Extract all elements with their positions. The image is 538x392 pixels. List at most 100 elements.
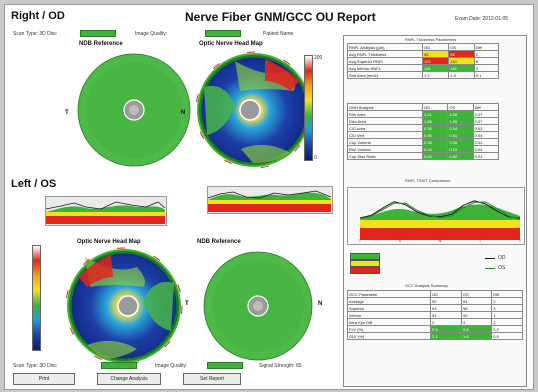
od-legend-label: OD bbox=[498, 255, 506, 261]
table-cell: 98 bbox=[421, 50, 450, 58]
table-row-label: Superior bbox=[347, 304, 431, 312]
abnormal-band bbox=[360, 228, 520, 240]
table-cell: 115 bbox=[421, 64, 450, 72]
rnfl-analysis-table: RNFL Analysis (µm) OD OS Diff Avg RNFL T… bbox=[347, 43, 500, 79]
table-row-label: C/D Area bbox=[347, 124, 423, 132]
table-cell: 92 bbox=[430, 297, 462, 305]
od-ref-title: NDB Reference bbox=[79, 41, 123, 47]
t3-h3: Diff bbox=[491, 290, 523, 298]
od-thick-letter: N bbox=[181, 110, 186, 116]
table-row-label: Inferior bbox=[347, 311, 431, 319]
table-cell: 0.07 bbox=[472, 117, 500, 125]
table-row-label: Avg RNFL Thickness bbox=[347, 50, 423, 58]
table-row-label: Cup Volume bbox=[347, 138, 423, 146]
table-cell: 94 bbox=[460, 297, 493, 305]
t3-h1: OD bbox=[430, 290, 462, 298]
os-legend-line bbox=[485, 268, 495, 269]
table-cell: 0.5 bbox=[491, 332, 523, 340]
table-cell: 110 bbox=[448, 57, 475, 65]
table-cell: 92 bbox=[460, 311, 493, 319]
table-cell: 1.21 bbox=[421, 110, 449, 118]
t2-h1: OD bbox=[421, 103, 449, 111]
table-cell: 8 bbox=[473, 57, 500, 65]
scale-top-value: 200 bbox=[314, 55, 323, 61]
table-cell: 0.02 bbox=[472, 124, 500, 132]
t2-h2: OS bbox=[447, 103, 474, 111]
t3-h2: OS bbox=[460, 290, 493, 298]
od-ndb-reference-map bbox=[77, 53, 191, 167]
t1-h2: OS bbox=[448, 43, 475, 51]
table-row-label: Cup Disc Ratio bbox=[347, 152, 423, 160]
table-cell: 0.19 bbox=[447, 145, 474, 153]
table-cell: 4 bbox=[460, 318, 493, 326]
print-button[interactable]: Print bbox=[13, 373, 75, 385]
od-thickness-map bbox=[195, 51, 313, 169]
table-cell: 3 bbox=[473, 64, 500, 72]
section-right-od: Right / OD bbox=[11, 10, 65, 22]
table-cell: 0.52 bbox=[447, 152, 474, 160]
table-cell: 1.2 bbox=[421, 71, 450, 79]
section-left-os: Left / OS bbox=[11, 178, 57, 190]
table-cell: 1.95 bbox=[447, 117, 474, 125]
table-cell: 91 bbox=[430, 311, 462, 319]
bottom-scan-type: Scan Type: 3D Disc bbox=[13, 363, 57, 369]
legend-borderline-swatch bbox=[350, 260, 380, 267]
os-thick-title: Optic Nerve Head Map bbox=[77, 239, 141, 245]
table-row-label: Avg Superior RNFL bbox=[347, 57, 423, 65]
table-cell: 3 bbox=[491, 304, 523, 312]
table-cell: 2 bbox=[491, 318, 523, 326]
od-profile-line bbox=[359, 200, 521, 219]
table-cell: 118 bbox=[448, 64, 475, 72]
table-cell: 2 bbox=[491, 297, 523, 305]
t2-h3: Diff bbox=[472, 103, 500, 111]
table-cell: 0.34 bbox=[447, 124, 474, 132]
t3-h0: GCC Parameter bbox=[347, 290, 431, 298]
scan-quality-bar bbox=[80, 30, 116, 37]
profile-tick-label: I bbox=[479, 238, 480, 243]
table-cell: 1.3 bbox=[448, 71, 475, 79]
table-cell: 2 bbox=[430, 318, 462, 326]
table-row-label: Intra Eye Diff bbox=[347, 318, 431, 326]
bottom-scan-bar bbox=[101, 362, 137, 369]
table-cell: 0.04 bbox=[472, 131, 500, 139]
scan-type-label: Scan Type: 3D Disc bbox=[13, 31, 57, 37]
table-row-label: Rim Area bbox=[347, 110, 423, 118]
table-cell: 1.6 bbox=[460, 332, 493, 340]
profile-tick-label: T bbox=[359, 238, 362, 243]
os-ndb-reference-map bbox=[203, 251, 313, 361]
change-analysis-button[interactable]: Change Analysis bbox=[97, 373, 161, 385]
os-tsnit-profile-left bbox=[45, 201, 166, 224]
od-ref-letter: T bbox=[65, 110, 69, 116]
table-cell: 0.8 bbox=[460, 325, 493, 333]
set-report-button[interactable]: Set Report bbox=[183, 373, 241, 385]
t1-h3: Diff bbox=[473, 43, 500, 51]
table-cell: 96 bbox=[448, 50, 475, 58]
scale-bottom-value: 0 bbox=[314, 155, 317, 161]
table-cell: 1.28 bbox=[447, 110, 474, 118]
patient-name-label: Patient Name bbox=[263, 31, 294, 37]
table-cell: 0.08 bbox=[421, 138, 449, 146]
table-cell: 0.1 bbox=[473, 71, 500, 79]
table-cell: 96 bbox=[460, 304, 493, 312]
table-row-label: GLV (%) bbox=[347, 332, 431, 340]
tsnit-comparison-title: RNFL TSNIT Comparison bbox=[405, 178, 451, 183]
thickness-color-scale bbox=[304, 55, 313, 161]
rnfl-params-title: RNFL Thickness Parameters bbox=[405, 37, 457, 42]
t1-h1: OD bbox=[421, 43, 450, 51]
bottom-signal-strength: Signal Strength: 65 bbox=[259, 363, 302, 369]
os-ref-letter: N bbox=[318, 301, 323, 307]
os-ref-title: NDB Reference bbox=[197, 239, 241, 245]
gcc-summary-title: GCC Analysis Summary bbox=[405, 283, 448, 288]
onh-analysis-table: ONH Analysis OD OS Diff Rim Area 1.21 1.28… bbox=[347, 103, 500, 160]
table-cell: 102 bbox=[421, 57, 450, 65]
legend-abnormal-swatch bbox=[350, 267, 380, 274]
bottom-image-quality: Image Quality: bbox=[155, 363, 188, 369]
table-row-label: Rim Volume bbox=[347, 145, 423, 153]
os-profile-line bbox=[359, 201, 521, 220]
profile-tick-label: T bbox=[519, 238, 522, 243]
bottom-quality-bar bbox=[207, 362, 243, 369]
profile-tick-label: N bbox=[439, 238, 442, 243]
od-tsnit-profile-mid bbox=[207, 190, 332, 212]
table-cell: 0.53 bbox=[421, 152, 449, 160]
